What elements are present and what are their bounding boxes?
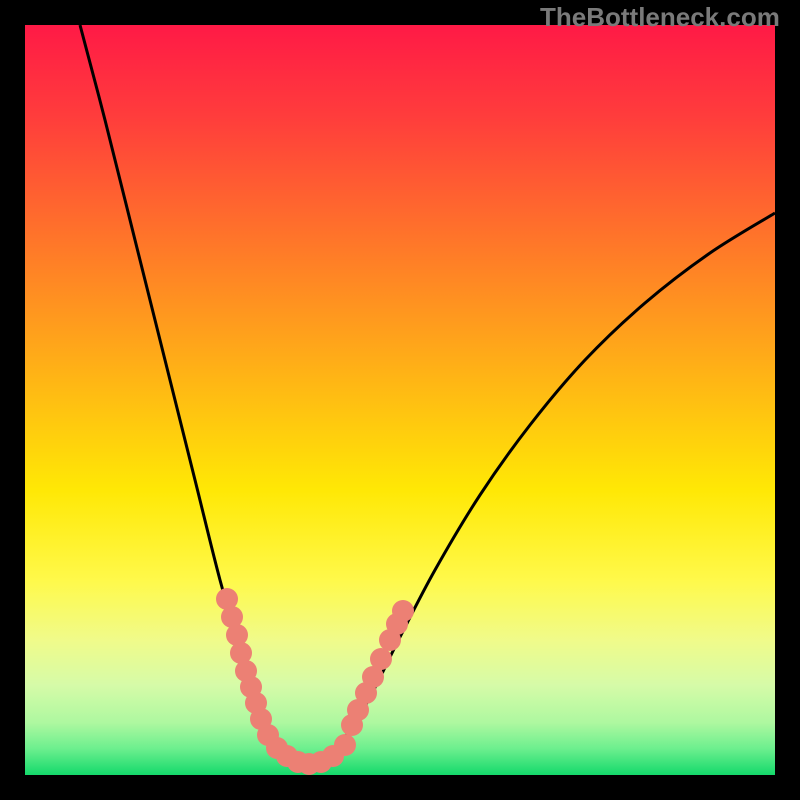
- watermark-text: TheBottleneck.com: [540, 2, 780, 33]
- data-marker: [334, 734, 356, 756]
- gradient-background: [25, 25, 775, 775]
- plot-area: [25, 25, 775, 775]
- data-marker: [392, 600, 414, 622]
- data-marker: [370, 648, 392, 670]
- chart-container: TheBottleneck.com: [0, 0, 800, 800]
